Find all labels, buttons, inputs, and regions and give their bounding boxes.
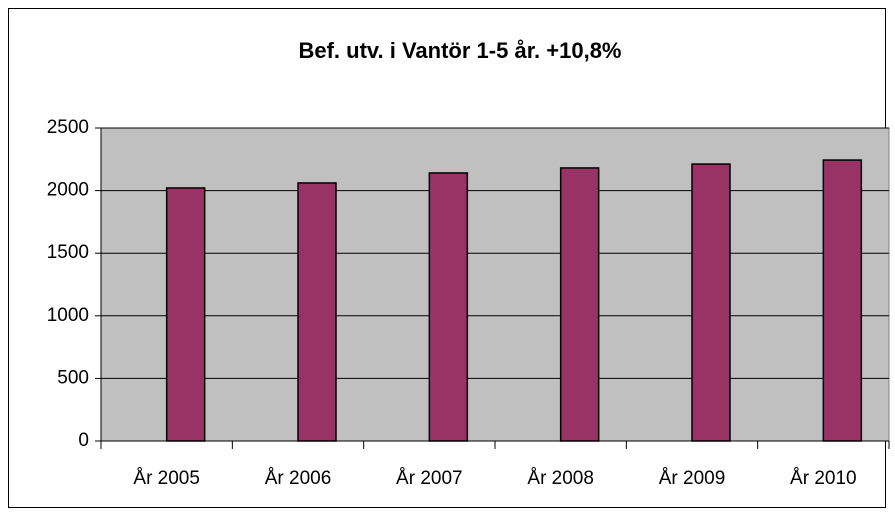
y-tick-label: 2000 bbox=[47, 180, 89, 201]
y-tick-label: 2500 bbox=[47, 117, 89, 138]
bar bbox=[297, 182, 337, 442]
bar bbox=[428, 172, 469, 442]
plot-area bbox=[100, 127, 890, 442]
x-tick-label: År 2005 bbox=[133, 468, 200, 489]
x-tick-label: År 2010 bbox=[790, 468, 857, 489]
x-tick-label: År 2007 bbox=[396, 468, 463, 489]
y-tick-label: 0 bbox=[78, 430, 89, 451]
y-tick-label: 1500 bbox=[47, 242, 89, 263]
x-tick-label: År 2006 bbox=[265, 468, 332, 489]
y-tick-label: 1000 bbox=[47, 305, 89, 326]
x-tick-label: År 2009 bbox=[659, 468, 726, 489]
bar bbox=[691, 163, 731, 442]
bar bbox=[165, 187, 206, 442]
chart-title: Bef. utv. i Vantör 1-5 år. +10,8% bbox=[298, 38, 621, 63]
x-tick-label: År 2008 bbox=[527, 468, 594, 489]
bar bbox=[559, 167, 600, 442]
bar bbox=[822, 159, 863, 442]
y-tick-label: 500 bbox=[57, 367, 89, 388]
